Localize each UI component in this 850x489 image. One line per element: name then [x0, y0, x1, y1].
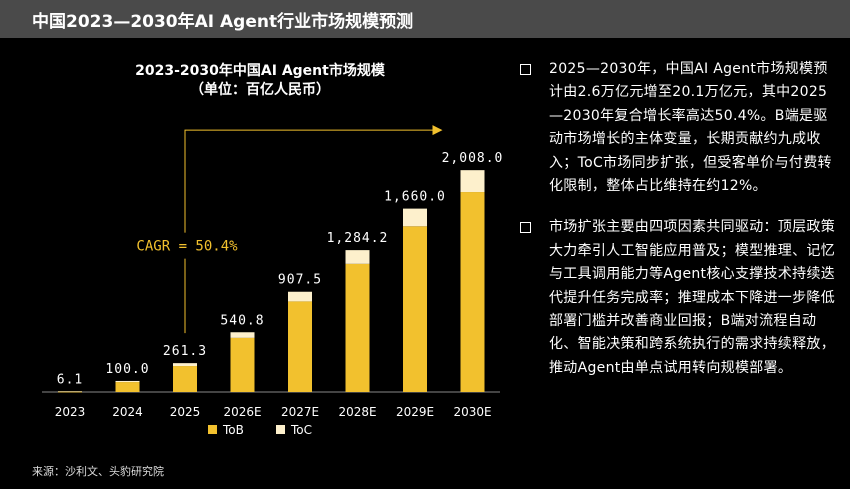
bar-toc — [460, 170, 485, 193]
bar-tob — [115, 382, 140, 392]
title-bar: 中国2023—2030年AI Agent行业市场规模预测 — [0, 0, 850, 38]
bullet-item: 市场扩张主要由四项因素共同驱动：顶层政策大力牵引人工智能应用普及；模型推理、记忆… — [518, 216, 838, 380]
bar-tob — [403, 226, 427, 392]
x-tick-label: 2023 — [55, 405, 86, 419]
bar-chart: 6.1 2023 100.0 2024 261.3 2025 540.8 2026E 907.5… — [42, 125, 504, 437]
data-label: 100.0 — [105, 362, 149, 377]
data-label: 261.3 — [163, 344, 207, 359]
legend-label: ToC — [290, 423, 312, 437]
data-label: 1,284.2 — [327, 231, 389, 246]
bullet-text: 市场扩张主要由四项因素共同驱动：顶层政策大力牵引人工智能应用普及；模型推理、记忆… — [549, 219, 836, 376]
legend-swatch — [208, 425, 217, 434]
bar-toc — [173, 363, 197, 367]
bar-toc — [58, 391, 82, 392]
data-label: 907.5 — [278, 273, 322, 288]
cagr-label-bg — [127, 232, 251, 259]
bar-toc — [115, 380, 140, 383]
x-tick-label: 2026E — [223, 405, 261, 419]
x-tick-label: 2027E — [281, 405, 319, 419]
cagr-arrowhead-icon — [432, 125, 443, 136]
cagr-label: CAGR = 50.4% — [136, 239, 238, 255]
cagr-arrow-line — [184, 129, 433, 334]
chart-subtitle: （单位：百亿人民币） — [190, 82, 330, 98]
square-bullet-icon — [520, 222, 531, 234]
data-label: 2,008.0 — [442, 151, 504, 166]
chart-title-line: 2023-2030年中国AI Agent市场规模 — [135, 63, 385, 79]
bar-tob — [230, 337, 255, 392]
x-tick-label: 2024 — [112, 405, 143, 419]
chart-area: 2023-2030年中国AI Agent市场规模 （单位：百亿人民币） 6.1 2… — [0, 38, 510, 468]
bullet-item: 2025—2030年，中国AI Agent市场规模预计由2.6万亿元增至20.1… — [518, 58, 838, 198]
square-bullet-icon — [520, 64, 531, 75]
bar-toc — [230, 332, 255, 338]
page-title: 中国2023—2030年AI Agent行业市场规模预测 — [32, 11, 414, 32]
legend-label: ToB — [222, 423, 244, 437]
bar-tob — [173, 366, 197, 392]
bar-toc — [403, 208, 427, 227]
x-tick-label: 2030E — [453, 405, 491, 419]
bar-tob — [288, 301, 312, 392]
x-tick-label: 2029E — [396, 405, 434, 419]
data-label: 540.8 — [220, 313, 264, 328]
legend-swatch — [276, 425, 285, 434]
x-tick-label: 2025 — [170, 405, 201, 419]
data-label: 1,660.0 — [384, 190, 446, 205]
bar-tob — [58, 391, 82, 393]
bar-toc — [345, 250, 370, 264]
bar-toc — [288, 291, 312, 302]
bar-tob — [345, 263, 370, 392]
source-note: 来源：沙利文、头豹研究院 — [32, 465, 164, 478]
bullet-text: 2025—2030年，中国AI Agent市场规模预计由2.6万亿元增至20.1… — [549, 61, 832, 195]
bullet-list: 2025—2030年，中国AI Agent市场规模预计由2.6万亿元增至20.1… — [518, 58, 838, 398]
chart-title: 2023-2030年中国AI Agent市场规模 （单位：百亿人民币） — [130, 62, 390, 100]
data-label: 6.1 — [57, 372, 83, 387]
x-tick-label: 2028E — [338, 405, 376, 419]
bar-tob — [460, 192, 485, 392]
